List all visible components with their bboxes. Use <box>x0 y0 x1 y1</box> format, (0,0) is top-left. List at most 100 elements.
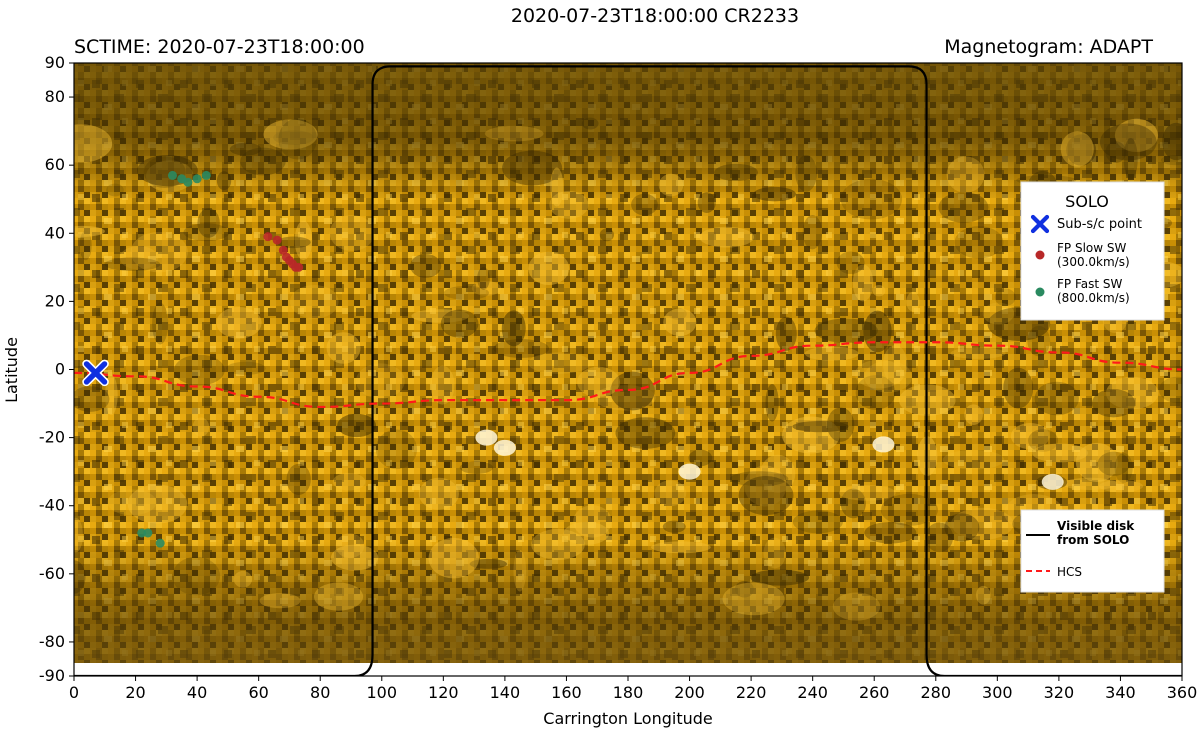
map-texture-patch <box>107 489 157 516</box>
map-texture-patch <box>174 354 225 386</box>
map-empty-strip <box>74 663 1182 676</box>
map-texture-patch <box>229 142 262 156</box>
map-texture-patch <box>513 549 527 592</box>
map-texture-patch <box>1105 141 1127 163</box>
map-texture-patch <box>765 383 779 422</box>
map-texture-patch <box>1099 123 1157 161</box>
map-texture-patch <box>804 346 859 361</box>
map-texture-patch <box>1158 376 1182 403</box>
legend-subsc-x <box>1029 213 1051 235</box>
map-texture-patch <box>840 178 903 220</box>
map-texture-patch <box>411 309 470 323</box>
map-texture-patch <box>763 537 786 569</box>
map-texture-patch <box>459 461 494 474</box>
map-texture-patch <box>631 193 658 216</box>
legend-solo: SOLO Sub-s/c point FP Slow SW (300.0km/s)… <box>1020 181 1165 321</box>
map-texture-patch <box>337 413 377 438</box>
map-texture-patch <box>183 223 230 242</box>
map-texture-patch <box>226 361 266 375</box>
map-texture-patch <box>663 308 697 337</box>
map-texture-patch <box>1075 442 1118 483</box>
map-texture-patch <box>273 130 315 145</box>
x-tick-label: 40 <box>187 683 207 702</box>
x-tick-label: 120 <box>428 683 459 702</box>
y-tick-label: -80 <box>39 632 65 651</box>
map-texture-patch <box>615 417 676 449</box>
hcs-line <box>74 341 1182 409</box>
map-texture-patch <box>550 167 564 207</box>
map-texture-patch <box>1098 480 1144 493</box>
map-texture-patch <box>430 365 455 405</box>
legend-hcs-label: HCS <box>1057 565 1082 579</box>
map-texture-patch <box>484 125 544 142</box>
map-texture-patch <box>581 117 599 130</box>
map-texture-patch <box>119 246 159 270</box>
map-texture-patch <box>781 416 840 454</box>
legend-lines: Visible disk from SOLO HCS <box>1020 509 1165 593</box>
x-tick-label: 320 <box>1044 683 1075 702</box>
map-texture-patch <box>744 465 787 507</box>
map-texture-patch <box>651 541 711 554</box>
y-tick-label: -40 <box>39 496 65 515</box>
map-texture-patch <box>838 484 896 501</box>
y-tick-label: -90 <box>39 666 65 685</box>
map-texture-patch <box>906 291 920 312</box>
y-tick-label: 80 <box>45 87 65 106</box>
map-texture-patch <box>335 533 365 559</box>
map-texture-patch <box>722 582 785 616</box>
x-tick-label: 20 <box>125 683 145 702</box>
visible-disk-line <box>74 65 1182 676</box>
map-texture-patch <box>1032 443 1088 463</box>
legend-subsc-marker <box>1029 213 1051 235</box>
map-texture-patch <box>836 251 865 275</box>
map-texture-patch <box>1003 367 1034 409</box>
map-texture-patch <box>74 124 113 163</box>
map-texture-patch <box>263 119 318 150</box>
map-texture-patch <box>375 429 418 470</box>
map-texture-patch <box>469 558 508 569</box>
map-texture-patch <box>577 366 620 398</box>
map-texture-patch <box>775 316 797 351</box>
fast-sw-footpoint <box>201 170 211 180</box>
map-texture-patch <box>74 386 110 412</box>
x-tick-label: 140 <box>490 683 521 702</box>
slow-sw-footpoint <box>294 262 304 272</box>
map-texture-patch <box>954 226 1004 259</box>
map-texture-patch <box>832 592 881 621</box>
map-texture-patch <box>792 420 849 433</box>
x-tick-label: 220 <box>736 683 767 702</box>
map-texture-patch <box>418 477 459 510</box>
map-texture-patch <box>864 521 917 544</box>
plot-area <box>74 63 1182 676</box>
map-texture-patch <box>1034 381 1079 416</box>
map-texture-patch <box>658 173 684 197</box>
map-texture-patch <box>944 513 980 542</box>
legend-slow-label: FP Slow SW (300.0km/s) <box>1057 241 1130 269</box>
map-texture-patch <box>854 359 904 389</box>
map-texture-patch <box>668 307 687 320</box>
map-texture-patch <box>1091 389 1136 418</box>
map-texture-patch <box>74 517 83 553</box>
map-texture-patch <box>994 288 1016 307</box>
map-texture-patch <box>332 472 366 491</box>
map-texture-patch <box>233 570 253 588</box>
map-texture-patch <box>240 147 286 176</box>
y-tick-label: 90 <box>45 53 65 72</box>
map-texture-patch <box>192 417 210 437</box>
map-texture-patch <box>814 318 878 343</box>
map-texture-patch <box>938 192 989 223</box>
map-texture-patch <box>730 471 789 487</box>
map-texture-patch <box>531 528 585 561</box>
map-texture-patch <box>172 556 221 596</box>
legend-slow-marker <box>1035 250 1045 260</box>
map-texture-patch <box>662 520 686 533</box>
map-texture-patch <box>259 593 301 609</box>
map-texture-patch <box>410 254 442 278</box>
map-texture-patch <box>872 285 886 297</box>
map-texture-patch <box>143 156 186 188</box>
map-texture-patch <box>802 215 823 250</box>
fast-sw-footpoint <box>143 528 153 538</box>
fast-sw-footpoint <box>155 538 165 548</box>
map-texture-patch <box>753 186 797 202</box>
map-texture-patch <box>278 118 317 160</box>
